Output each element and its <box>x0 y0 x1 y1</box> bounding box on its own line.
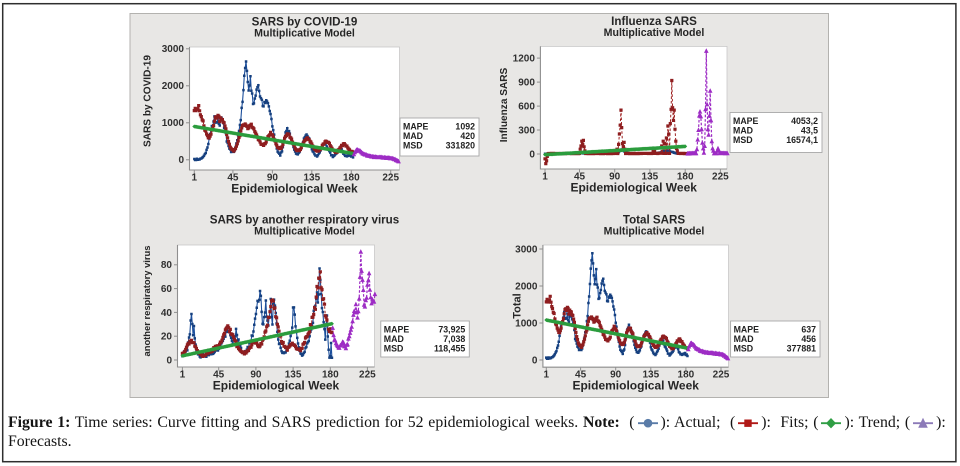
svg-text:2000: 2000 <box>515 281 538 292</box>
svg-text:60: 60 <box>161 284 173 295</box>
svg-text:40: 40 <box>161 308 173 319</box>
svg-text:43,5: 43,5 <box>801 125 818 135</box>
svg-text:MSD: MSD <box>384 343 404 353</box>
svg-text:1092: 1092 <box>455 122 475 132</box>
svg-text:Epidemiological Week: Epidemiological Week <box>231 182 358 196</box>
svg-text:225: 225 <box>359 369 376 380</box>
svg-text:45: 45 <box>213 369 225 380</box>
svg-text:Influenza SARS: Influenza SARS <box>499 67 510 142</box>
svg-text:225: 225 <box>712 171 729 182</box>
svg-text:331820: 331820 <box>446 140 475 150</box>
svg-text:180: 180 <box>322 369 339 380</box>
svg-text:MAPE: MAPE <box>734 325 760 335</box>
svg-text:456: 456 <box>801 334 816 344</box>
svg-text:180: 180 <box>343 172 360 183</box>
svg-text:2000: 2000 <box>162 81 185 92</box>
svg-text:Total SARS: Total SARS <box>623 214 686 227</box>
svg-text:118,455: 118,455 <box>434 343 465 353</box>
svg-text:Multiplicative Model: Multiplicative Model <box>604 226 705 238</box>
svg-text:135: 135 <box>303 172 320 183</box>
svg-text:0: 0 <box>178 155 184 166</box>
svg-text:1: 1 <box>544 370 550 381</box>
svg-text:900: 900 <box>518 78 535 89</box>
svg-text:90: 90 <box>267 172 279 183</box>
svg-text:1: 1 <box>192 172 198 183</box>
svg-text:MAD: MAD <box>403 131 423 141</box>
svg-text:1: 1 <box>180 369 186 380</box>
svg-text:80: 80 <box>161 260 173 271</box>
svg-text:MAD: MAD <box>384 334 404 344</box>
svg-text:7,038: 7,038 <box>443 334 465 344</box>
svg-text:377881: 377881 <box>787 343 816 353</box>
svg-text:90: 90 <box>609 171 621 182</box>
svg-text:0: 0 <box>532 355 538 366</box>
svg-text:Epidemiological Week: Epidemiological Week <box>570 181 697 195</box>
svg-text:0: 0 <box>166 355 172 366</box>
svg-text:20: 20 <box>161 332 173 343</box>
svg-text:Influenza SARS: Influenza SARS <box>611 15 697 28</box>
svg-text:1200: 1200 <box>513 54 536 65</box>
svg-text:180: 180 <box>677 171 694 182</box>
svg-text:SARS by COVID-19: SARS by COVID-19 <box>143 55 154 147</box>
svg-text:420: 420 <box>460 131 475 141</box>
svg-text:16574,1: 16574,1 <box>786 135 818 145</box>
svg-text:Epidemiological Week: Epidemiological Week <box>572 379 699 393</box>
svg-text:300: 300 <box>518 125 535 136</box>
svg-text:1000: 1000 <box>162 118 185 129</box>
svg-text:Multiplicative Model: Multiplicative Model <box>604 27 705 39</box>
svg-text:135: 135 <box>642 370 659 381</box>
svg-text:Multiplicative Model: Multiplicative Model <box>254 226 355 238</box>
svg-text:180: 180 <box>678 370 695 381</box>
svg-text:SARS by COVID-19: SARS by COVID-19 <box>252 16 358 29</box>
svg-text:45: 45 <box>574 171 586 182</box>
svg-text:225: 225 <box>382 172 399 183</box>
svg-text:225: 225 <box>713 370 730 381</box>
svg-text:73,925: 73,925 <box>438 325 465 335</box>
svg-text:135: 135 <box>642 171 659 182</box>
svg-text:Total: Total <box>512 293 524 318</box>
svg-text:MAPE: MAPE <box>384 325 410 335</box>
svg-text:135: 135 <box>285 369 302 380</box>
svg-text:SARS by another respiratory vi: SARS by another respiratory virus <box>210 214 399 227</box>
svg-text:0: 0 <box>529 149 535 160</box>
svg-text:MAPE: MAPE <box>733 116 759 126</box>
svg-text:MAPE: MAPE <box>403 122 429 132</box>
svg-text:MAD: MAD <box>734 334 754 344</box>
svg-text:MSD: MSD <box>733 135 753 145</box>
svg-text:90: 90 <box>610 370 622 381</box>
svg-text:MSD: MSD <box>734 343 754 353</box>
svg-text:600: 600 <box>518 102 535 113</box>
svg-text:45: 45 <box>227 172 239 183</box>
svg-text:637: 637 <box>801 325 816 335</box>
svg-text:3000: 3000 <box>162 44 185 55</box>
svg-text:MAD: MAD <box>733 125 753 135</box>
svg-text:3000: 3000 <box>515 244 538 255</box>
svg-text:Epidemiological Week: Epidemiological Week <box>213 379 340 393</box>
svg-text:90: 90 <box>250 369 262 380</box>
svg-text:another respiratory virus: another respiratory virus <box>141 246 152 357</box>
svg-text:4053,2: 4053,2 <box>791 116 818 126</box>
svg-text:1000: 1000 <box>515 318 538 329</box>
svg-text:Multiplicative Model: Multiplicative Model <box>254 28 355 40</box>
svg-text:45: 45 <box>575 370 587 381</box>
svg-text:1: 1 <box>542 171 548 182</box>
svg-text:MSD: MSD <box>403 140 423 150</box>
